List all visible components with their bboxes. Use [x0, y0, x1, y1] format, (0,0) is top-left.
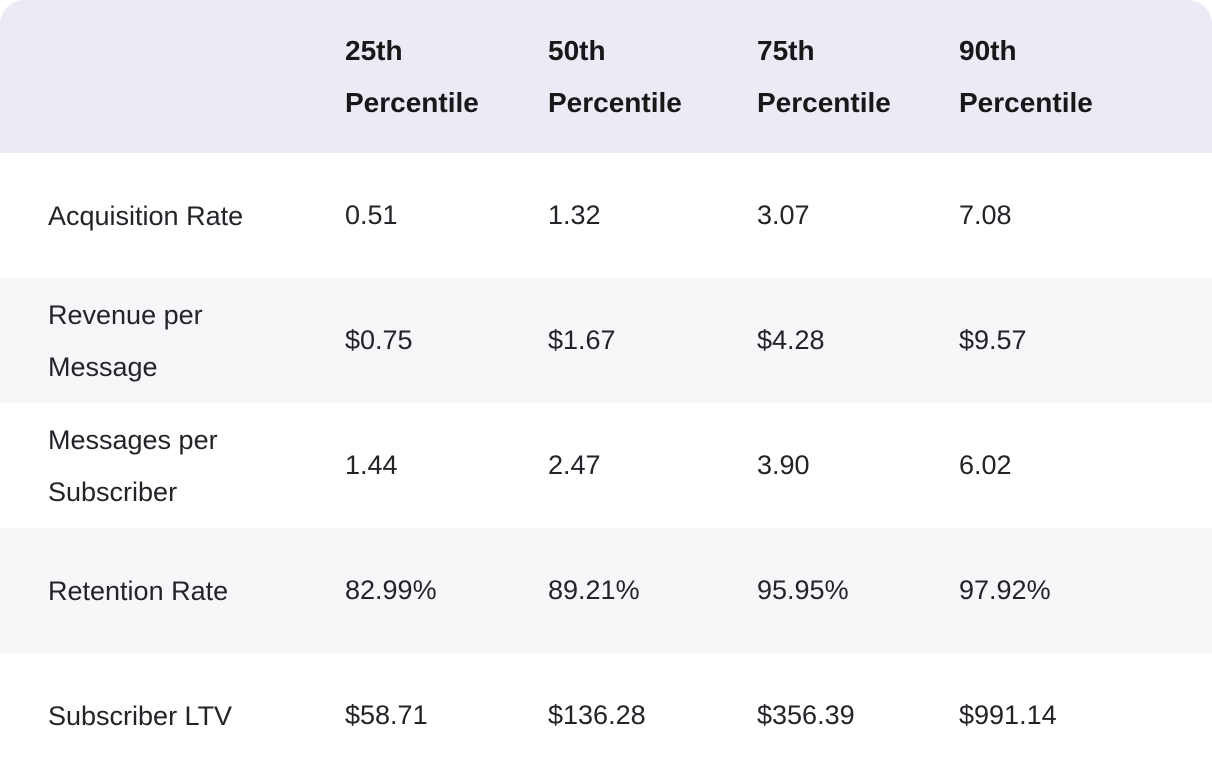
table-cell: 95.95% [757, 575, 959, 606]
table-cell: 7.08 [959, 200, 1212, 231]
table-cell: 3.07 [757, 200, 959, 231]
table-cell: $0.75 [345, 325, 548, 356]
cell-value: 0.51 [345, 200, 398, 230]
cell-value: $356.39 [757, 700, 855, 730]
table-row-subscriber-ltv: Subscriber LTV $58.71 $136.28 $356.39 $9… [0, 653, 1212, 778]
cell-value: 3.90 [757, 450, 810, 480]
cell-value: $9.57 [959, 325, 1027, 355]
table-cell: 1.32 [548, 200, 757, 231]
cell-value: $4.28 [757, 325, 825, 355]
cell-value: 6.02 [959, 450, 1012, 480]
table-cell: $1.67 [548, 325, 757, 356]
table-cell: 3.90 [757, 450, 959, 481]
column-header-25th: 25th Percentile [345, 25, 548, 129]
row-label: Retention Rate [48, 575, 229, 606]
cell-value: 3.07 [757, 200, 810, 230]
cell-value: 1.44 [345, 450, 398, 480]
cell-value: $136.28 [548, 700, 646, 730]
cell-value: 7.08 [959, 200, 1012, 230]
table-cell: 82.99% [345, 575, 548, 606]
column-header-label: 75th Percentile [757, 34, 891, 118]
table-row-acquisition-rate: Acquisition Rate 0.51 1.32 3.07 7.08 [0, 153, 1212, 278]
column-header-label: 90th Percentile [959, 34, 1093, 118]
cell-value: 2.47 [548, 450, 601, 480]
column-header-50th: 50th Percentile [548, 25, 757, 129]
table-cell: 2.47 [548, 450, 757, 481]
cell-value: $1.67 [548, 325, 616, 355]
cell-value: $0.75 [345, 325, 413, 355]
table-cell: 6.02 [959, 450, 1212, 481]
table-cell: 97.92% [959, 575, 1212, 606]
column-header-90th: 90th Percentile [959, 25, 1212, 129]
table-cell: $4.28 [757, 325, 959, 356]
cell-value: 1.32 [548, 200, 601, 230]
cell-value: $991.14 [959, 700, 1057, 730]
row-label-cell: Subscriber LTV [0, 690, 345, 742]
cell-value: 97.92% [959, 575, 1051, 605]
table-header-row: 25th Percentile 50th Percentile 75th Per… [0, 0, 1212, 153]
row-label-cell: Messages per Subscriber [0, 414, 345, 518]
table-cell: $136.28 [548, 700, 757, 731]
table-cell: 0.51 [345, 200, 548, 231]
column-header-label: 25th Percentile [345, 34, 479, 118]
table-cell: $58.71 [345, 700, 548, 731]
cell-value: 95.95% [757, 575, 849, 605]
row-label-cell: Revenue per Message [0, 289, 345, 393]
row-label: Acquisition Rate [48, 200, 244, 231]
cell-value: $58.71 [345, 700, 428, 730]
row-label-cell: Acquisition Rate [0, 190, 345, 242]
cell-value: 89.21% [548, 575, 640, 605]
table-row-revenue-per-message: Revenue per Message $0.75 $1.67 $4.28 $9… [0, 278, 1212, 403]
table-row-retention-rate: Retention Rate 82.99% 89.21% 95.95% 97.9… [0, 528, 1212, 653]
column-header-75th: 75th Percentile [757, 25, 959, 129]
row-label: Subscriber LTV [48, 700, 233, 731]
row-label: Revenue per Message [48, 299, 203, 382]
row-label: Messages per Subscriber [48, 424, 218, 507]
table-cell: $356.39 [757, 700, 959, 731]
table-row-messages-per-subscriber: Messages per Subscriber 1.44 2.47 3.90 6… [0, 403, 1212, 528]
corner-cell [0, 68, 345, 86]
column-header-label: 50th Percentile [548, 34, 682, 118]
table-cell: $9.57 [959, 325, 1212, 356]
table-cell: 89.21% [548, 575, 757, 606]
table-cell: $991.14 [959, 700, 1212, 731]
cell-value: 82.99% [345, 575, 437, 605]
table-cell: 1.44 [345, 450, 548, 481]
row-label-cell: Retention Rate [0, 565, 345, 617]
